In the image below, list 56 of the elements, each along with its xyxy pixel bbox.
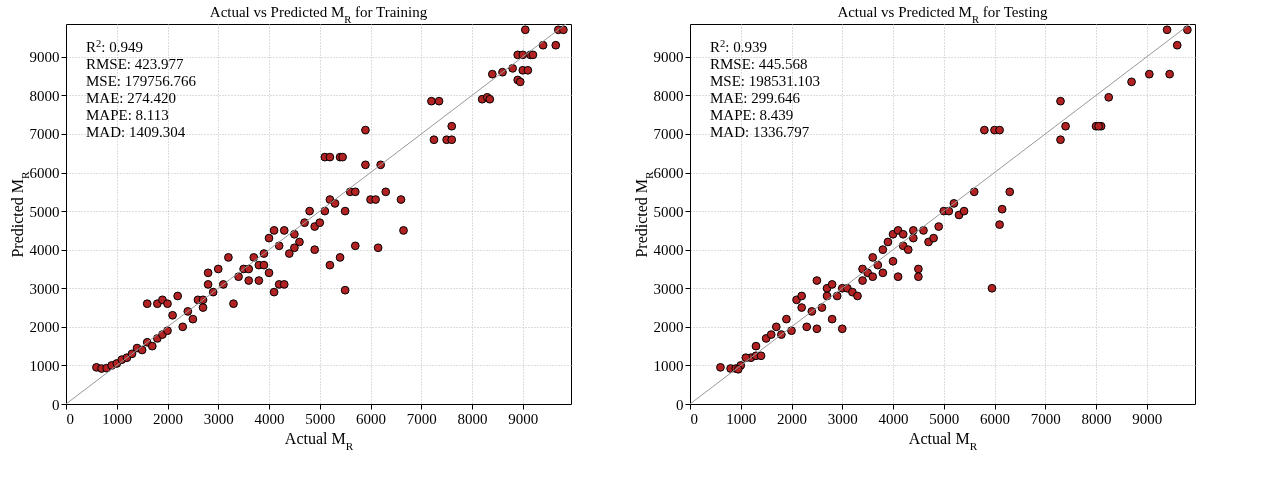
x-tick-label: 4000 xyxy=(878,410,909,427)
annotation: MAE: 299.646 xyxy=(710,90,801,106)
x-tick-label: 8000 xyxy=(457,410,488,427)
x-tick-label: 3000 xyxy=(827,410,858,427)
x-tick-label: 1000 xyxy=(726,410,757,427)
x-tick-label: 4000 xyxy=(254,410,285,427)
x-tick-label: 9000 xyxy=(508,410,539,427)
y-tick-label: 5000 xyxy=(653,203,684,220)
y-tick-label: 7000 xyxy=(653,126,684,143)
y-tick-label: 3000 xyxy=(653,280,684,297)
annotation: MAPE: 8.439 xyxy=(710,107,794,123)
x-tick-label: 1000 xyxy=(102,410,133,427)
annotation: RMSE: 423.977 xyxy=(86,56,185,72)
annotation: MSE: 198531.103 xyxy=(710,73,821,89)
chart-title: Actual vs Predicted M$_{R}$ for Training xyxy=(209,3,428,24)
x-tick-label: 8000 xyxy=(1081,410,1112,427)
annotation: MAPE: 8.113 xyxy=(86,107,169,123)
y-tick-label: 3000 xyxy=(29,280,60,297)
x-tick-label: 5000 xyxy=(305,410,336,427)
y-tick-label: 0 xyxy=(676,396,684,413)
x-tick-label: 0 xyxy=(66,410,74,427)
x-tick-label: 5000 xyxy=(929,410,960,427)
annotation: MSE: 179756.766 xyxy=(86,73,197,89)
y-tick-label: 9000 xyxy=(29,49,60,66)
y-tick-label: 4000 xyxy=(29,242,60,259)
x-tick-label: 7000 xyxy=(406,410,437,427)
x-axis-title: Actual M$_{R}$ xyxy=(908,429,978,452)
x-axis-title: Actual M$_{R}$ xyxy=(284,429,354,452)
x-tick-label: 7000 xyxy=(1030,410,1061,427)
x-tick-label: 2000 xyxy=(777,410,808,427)
x-tick-label: 6000 xyxy=(980,410,1011,427)
y-tick-label: 7000 xyxy=(29,126,60,143)
annotation: MAD: 1409.304 xyxy=(86,124,186,140)
annotation: R$^{2}$: 0.939 xyxy=(710,37,767,55)
y-tick-label: 1000 xyxy=(653,357,684,374)
y-tick-label: 6000 xyxy=(653,165,684,182)
y-tick-label: 2000 xyxy=(29,319,60,336)
y-tick-label: 1000 xyxy=(29,357,60,374)
y-tick-label: 6000 xyxy=(29,165,60,182)
y-tick-label: 8000 xyxy=(653,87,684,104)
y-tick-label: 5000 xyxy=(29,203,60,220)
y-tick-label: 2000 xyxy=(653,319,684,336)
x-tick-label: 0 xyxy=(690,410,698,427)
x-tick-label: 9000 xyxy=(1132,410,1163,427)
chart-title: Actual vs Predicted M$_{R}$ for Testing xyxy=(837,3,1049,24)
x-tick-label: 3000 xyxy=(203,410,234,427)
y-tick-label: 0 xyxy=(52,396,60,413)
x-tick-label: 2000 xyxy=(153,410,184,427)
annotation: R$^{2}$: 0.949 xyxy=(86,37,143,55)
y-tick-label: 9000 xyxy=(653,49,684,66)
annotation: MAD: 1336.797 xyxy=(710,124,810,140)
annotation: RMSE: 445.568 xyxy=(710,56,808,72)
annotation: MAE: 274.420 xyxy=(86,90,176,106)
y-tick-label: 8000 xyxy=(29,87,60,104)
x-tick-label: 6000 xyxy=(356,410,387,427)
y-tick-label: 4000 xyxy=(653,242,684,259)
